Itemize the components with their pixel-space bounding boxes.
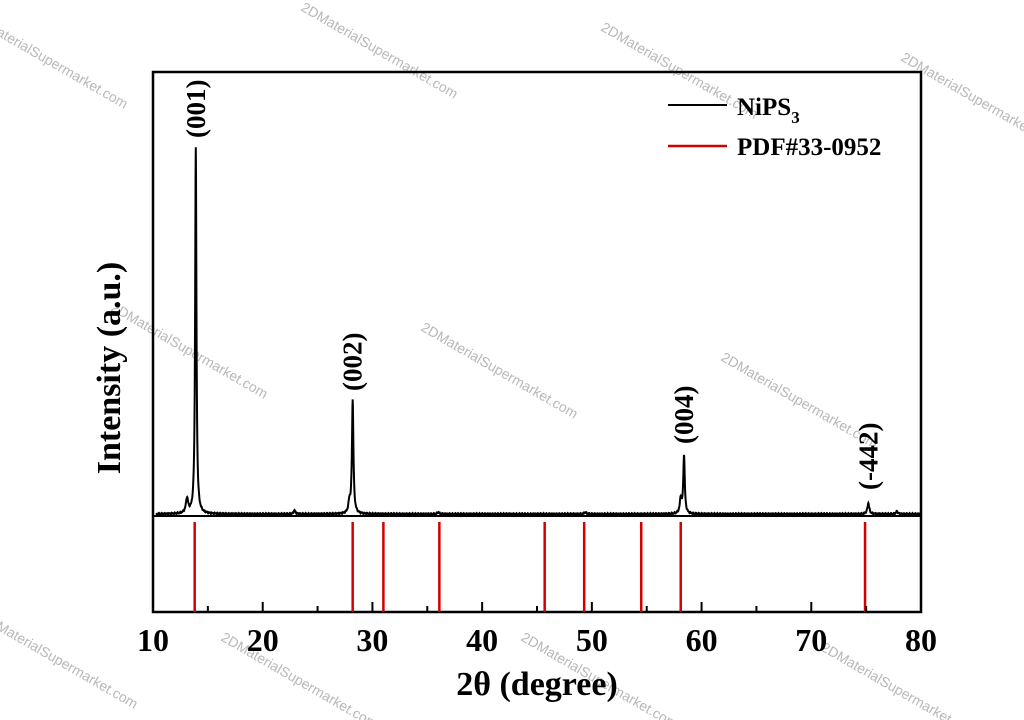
x-tick-label: 30 [356,622,388,658]
x-axis-label: 2θ (degree) [456,666,618,703]
watermark-text: 2DMaterialSupermarket.com [819,639,981,720]
watermark-text: 2DMaterialSupermarket.com [109,299,271,402]
peak-label: (001) [181,80,211,138]
legend-label-nips3-main: NiPS [737,94,791,121]
peak-label: (004) [669,386,699,444]
legend-label-nips3-sub: 3 [791,108,800,127]
legend-label-nips3: NiPS3 [737,94,800,127]
nips3-pattern-line [155,147,922,517]
reference-sticks [193,522,867,612]
x-tick-label: 70 [795,622,827,658]
watermark-text: 2DMaterialSupermarket.com [899,49,1024,152]
watermark-text: 2DMaterialSupermarket.com [0,9,131,112]
x-tick-label: 50 [576,622,608,658]
x-tick-label: 10 [137,622,169,658]
watermark-text: 2DMaterialSupermarket.com [419,319,581,422]
x-axis-ticks: 10 20 30 40 50 60 70 80 [137,602,937,658]
watermark-text: 2DMaterialSupermarket.com [0,609,141,712]
legend: NiPS3 PDF#33-0952 [668,94,881,161]
x-tick-label: 40 [466,622,498,658]
peak-label: (-442) [853,423,883,490]
peak-labels: (001) (002) (004) (-442) [181,80,884,490]
legend-label-pdf: PDF#33-0952 [737,134,881,161]
watermark-text: 2DMaterialSupermarket.com [299,0,461,102]
x-tick-label: 20 [247,622,279,658]
peak-label: (002) [338,333,368,391]
y-axis-label: Intensity (a.u.) [91,262,128,475]
x-tick-label: 80 [905,622,937,658]
x-tick-label: 60 [686,622,718,658]
